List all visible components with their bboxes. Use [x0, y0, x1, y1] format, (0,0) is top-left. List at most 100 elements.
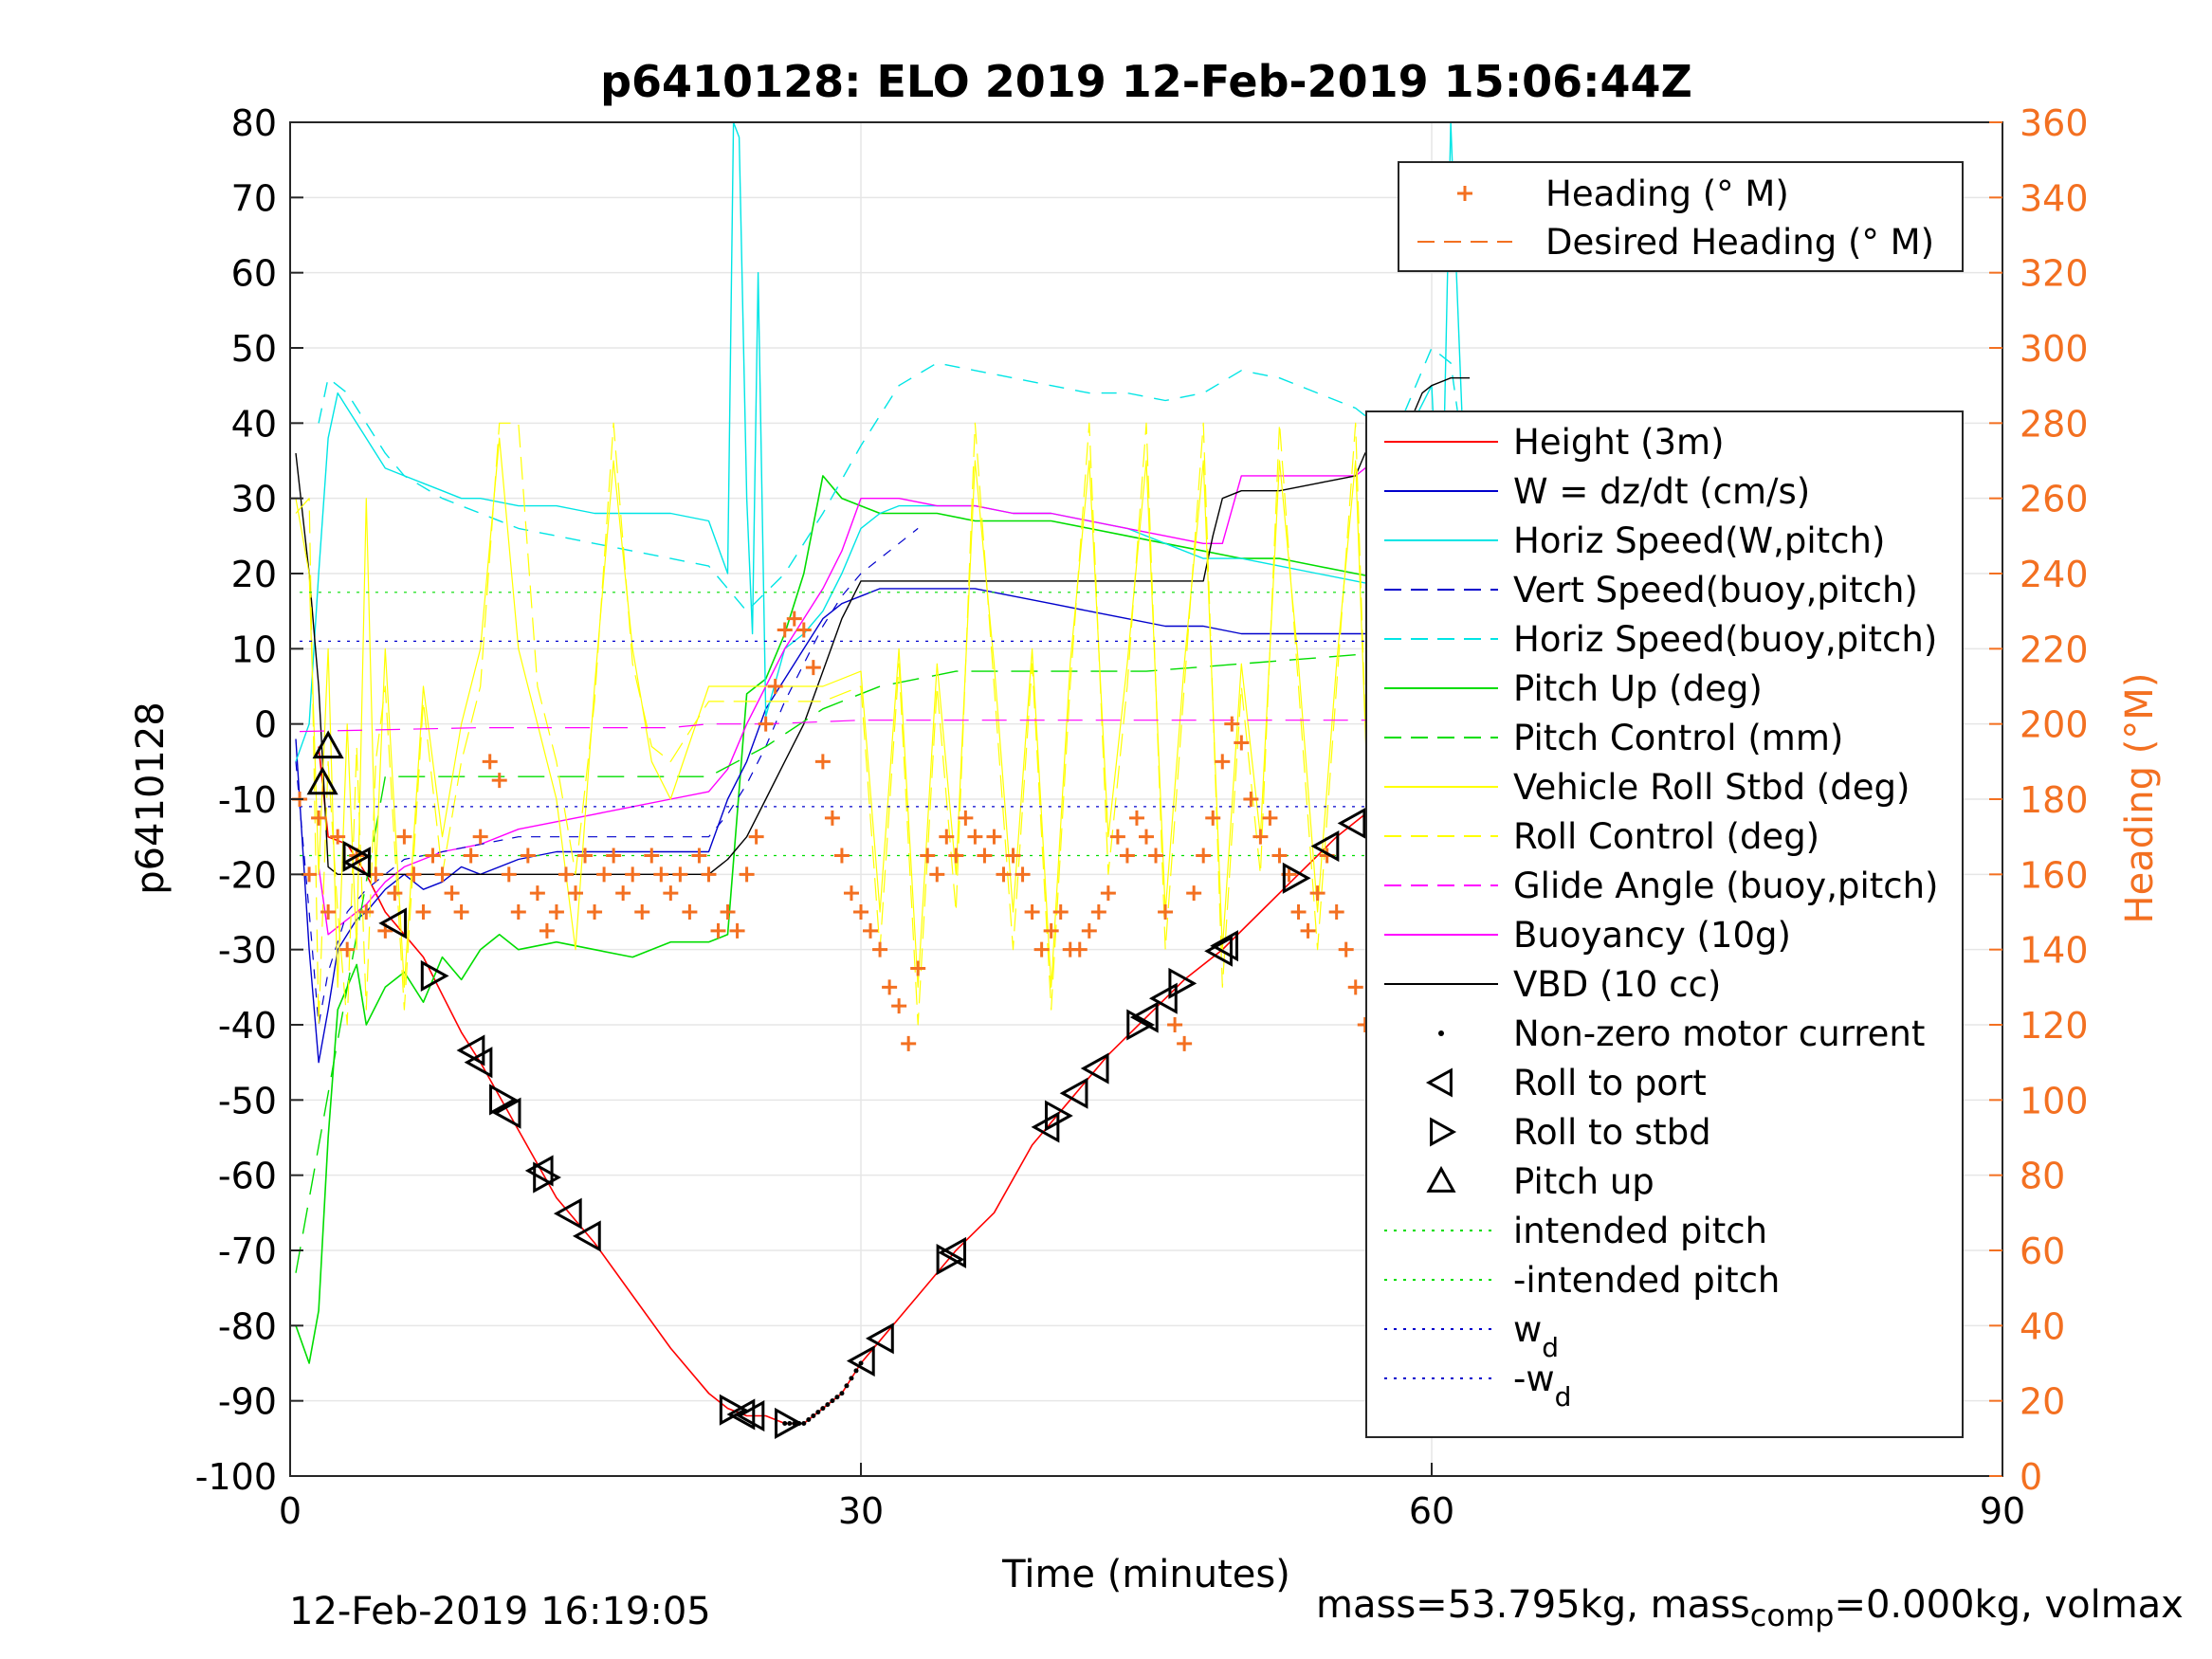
heading-point	[415, 904, 431, 920]
series-line-pitch-control-mm-	[295, 647, 1471, 1273]
series-line-horiz-speed-buoy-pitch-	[318, 347, 1471, 612]
heading-point	[1309, 885, 1325, 902]
heading-point	[691, 848, 707, 864]
footer-mass-suffix: =0.000kg, volmax	[1834, 1583, 2184, 1627]
roll-to-port-marker	[572, 1220, 601, 1252]
roll-to-port-marker	[1204, 935, 1233, 967]
roll-to-stbd-marker	[1126, 1009, 1156, 1041]
motor-current-dot	[820, 1406, 826, 1412]
motor-current-dot	[815, 1410, 821, 1415]
y-tick-label-left: -20	[218, 854, 277, 896]
heading-point	[1252, 829, 1269, 845]
motor-current-dot	[801, 1420, 807, 1426]
roll-to-port-marker	[736, 1399, 765, 1432]
legend-swatch	[1426, 1165, 1456, 1193]
roll-to-stbd-marker	[342, 840, 372, 872]
roll-to-stbd-marker	[533, 1161, 561, 1194]
x-tick-label: 90	[1980, 1490, 2025, 1532]
heading-point	[1290, 904, 1307, 920]
legend-swatch	[1457, 186, 1472, 201]
heading-point	[625, 866, 641, 883]
heading-point	[1262, 810, 1278, 826]
y-tick-label-right: 160	[2020, 854, 2089, 896]
roll-to-stbd-marker	[420, 959, 449, 992]
motor-current-dot	[834, 1395, 840, 1400]
series-line-vehicle-roll-stbd-deg-	[295, 437, 1471, 988]
legend-label: Buoyancy (10g)	[1513, 915, 1791, 956]
heading-point	[396, 829, 412, 845]
legend-label: Pitch Control (mm)	[1513, 718, 1843, 758]
x-axis-label: Time (minutes)	[1001, 1553, 1290, 1596]
heading-point	[1100, 885, 1116, 902]
y-tick-label-right: 20	[2020, 1381, 2065, 1423]
legend-label: Heading (° M)	[1545, 173, 1789, 214]
heading-point	[1196, 848, 1212, 864]
heading-point	[1186, 885, 1202, 902]
heading-point	[996, 866, 1012, 883]
legend-label: Pitch up	[1513, 1161, 1654, 1202]
heading-point	[710, 922, 726, 939]
heading-point	[891, 998, 907, 1014]
heading-point	[1271, 848, 1288, 864]
motor-current-dot	[853, 1368, 859, 1374]
heading-point	[901, 1035, 917, 1051]
heading-point	[634, 904, 650, 920]
roll-to-port-marker	[342, 847, 371, 879]
roll-to-stbd-marker	[489, 1084, 518, 1116]
heading-point	[1177, 1035, 1193, 1051]
y-tick-label-right: 340	[2020, 177, 2089, 219]
heading-point	[853, 904, 868, 920]
roll-to-port-marker	[1148, 982, 1178, 1014]
y-tick-label-right: 280	[2020, 403, 2089, 445]
heading-point	[882, 979, 898, 995]
heading-point	[729, 922, 745, 939]
legend-entry: Vert Speed(buoy,pitch)	[1384, 570, 1918, 611]
heading-point	[320, 904, 337, 920]
heading-point	[843, 885, 859, 902]
motor-current-dot	[849, 1376, 854, 1381]
heading-point	[1119, 848, 1135, 864]
y-tick-label-right: 200	[2020, 704, 2089, 746]
motor-current-dot	[825, 1402, 831, 1408]
heading-point	[872, 941, 888, 957]
legend-entry: Desired Heading (° M)	[1417, 222, 1934, 263]
x-tick-label: 0	[279, 1490, 302, 1532]
heading-point	[1043, 922, 1059, 939]
legend-label: Roll to port	[1513, 1063, 1707, 1103]
heading-point	[1109, 829, 1125, 845]
y-tick-label-right: 240	[2020, 554, 2089, 595]
heading-point	[596, 866, 612, 883]
y-tick-label-right: 260	[2020, 479, 2089, 520]
heading-point	[1139, 829, 1154, 845]
y-tick-label-left: 60	[231, 253, 277, 295]
y-tick-label-left: 30	[231, 479, 277, 520]
y-tick-label-right: 40	[2020, 1305, 2065, 1347]
chart-title: p6410128: ELO 2019 12-Feb-2019 15:06:44Z	[600, 56, 1692, 107]
heading-point	[311, 810, 327, 826]
y-tick-label-right: 100	[2020, 1080, 2089, 1121]
legend-entry: -intended pitch	[1384, 1260, 1780, 1301]
heading-point	[520, 848, 536, 864]
roll-to-stbd-marker	[1044, 1100, 1073, 1132]
heading-point	[958, 810, 974, 826]
heading-point	[910, 960, 926, 976]
y-tick-label-right: 220	[2020, 629, 2089, 670]
y-tick-label-right: 140	[2020, 930, 2089, 972]
heading-point	[368, 866, 384, 883]
roll-to-port-marker	[846, 1345, 875, 1377]
legend-entry: Height (3m)	[1384, 422, 1725, 463]
legend-entry: Non-zero motor current	[1438, 1013, 1925, 1054]
legend-label: Horiz Speed(buoy,pitch)	[1513, 619, 1937, 660]
heading-point	[939, 829, 955, 845]
y-tick-label-right: 60	[2020, 1231, 2065, 1272]
legend-label: Non-zero motor current	[1513, 1013, 1925, 1054]
heading-point	[1243, 792, 1259, 807]
heading-point	[491, 773, 507, 789]
legend-main: Height (3m) W = dz/dt (cm/s) Horiz Speed(W…	[1365, 410, 1964, 1438]
roll-to-stbd-marker	[936, 1243, 965, 1276]
y-tick-label-left: -80	[218, 1305, 277, 1347]
heading-point	[1338, 941, 1354, 957]
motor-current-dot	[830, 1398, 835, 1404]
y-axis-label-right: Heading (°M)	[2118, 673, 2162, 924]
legend-entry: -wd	[1384, 1358, 1571, 1413]
